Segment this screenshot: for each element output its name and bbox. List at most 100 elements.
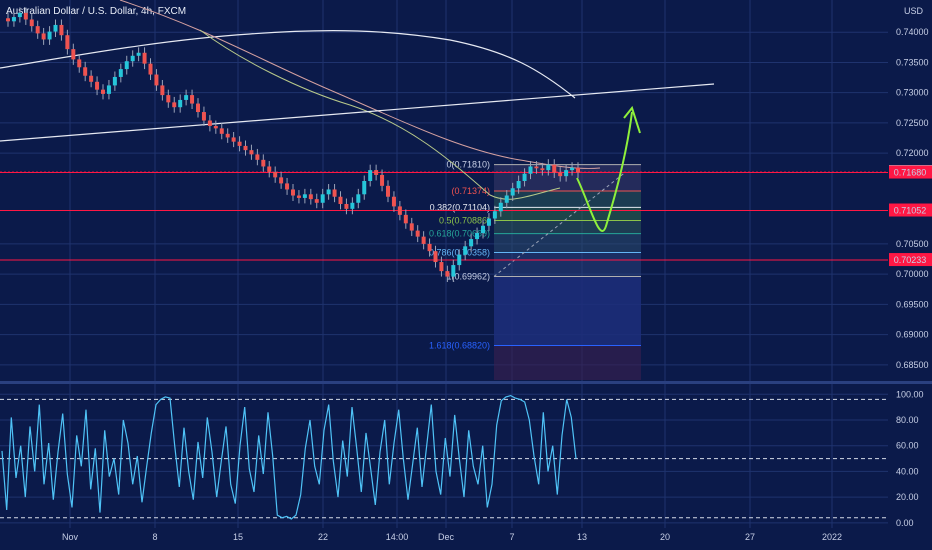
candle-body[interactable] xyxy=(350,202,355,209)
candle-body[interactable] xyxy=(421,236,426,244)
candle-body[interactable] xyxy=(23,12,28,20)
candle-body[interactable] xyxy=(207,120,212,126)
candle-body[interactable] xyxy=(41,33,46,40)
candle-body[interactable] xyxy=(148,63,153,75)
candle-body[interactable] xyxy=(403,214,408,224)
candle-body[interactable] xyxy=(95,81,100,90)
candle-body[interactable] xyxy=(267,166,272,172)
candle-body[interactable] xyxy=(344,203,349,209)
candle-body[interactable] xyxy=(178,99,183,108)
candle-body[interactable] xyxy=(522,173,527,181)
candle-body[interactable] xyxy=(35,26,40,34)
candle-body[interactable] xyxy=(332,189,337,197)
candle-body[interactable] xyxy=(6,18,10,22)
candle-body[interactable] xyxy=(338,196,343,204)
candle-body[interactable] xyxy=(415,230,420,237)
candle-body[interactable] xyxy=(77,59,82,68)
candle-body[interactable] xyxy=(498,202,503,212)
candle-body[interactable] xyxy=(308,194,313,200)
candle-body[interactable] xyxy=(320,194,325,203)
candle-body[interactable] xyxy=(362,180,367,195)
candle-body[interactable] xyxy=(231,137,236,142)
candle-body[interactable] xyxy=(326,189,331,195)
candle-body[interactable] xyxy=(397,206,402,215)
candle-body[interactable] xyxy=(510,188,515,196)
candle-body[interactable] xyxy=(136,52,141,56)
candle-body[interactable] xyxy=(196,103,200,113)
candle-body[interactable] xyxy=(225,133,230,138)
candle-body[interactable] xyxy=(130,55,135,62)
candle-body[interactable] xyxy=(528,166,533,174)
candle-body[interactable] xyxy=(184,95,189,100)
candle-body[interactable] xyxy=(546,164,551,171)
candle-body[interactable] xyxy=(273,171,278,178)
fibonacci-retracement[interactable]: 0(0.71810) (0.71374) 0.382(0.71104) 0.5(0.7… xyxy=(429,160,641,380)
candle-body[interactable] xyxy=(261,159,266,167)
candle-body[interactable] xyxy=(160,85,165,96)
candle-body[interactable] xyxy=(124,61,129,70)
candle-body[interactable] xyxy=(71,49,76,60)
candle-body[interactable] xyxy=(504,195,509,203)
candle-body[interactable] xyxy=(380,174,385,186)
trendline[interactable] xyxy=(0,83,715,142)
candle-body[interactable] xyxy=(469,239,474,247)
candle-body[interactable] xyxy=(237,141,242,146)
candle-body[interactable] xyxy=(11,17,16,22)
candle-body[interactable] xyxy=(516,180,521,189)
candle-body[interactable] xyxy=(534,166,539,169)
candle-body[interactable] xyxy=(65,35,70,50)
candle-body[interactable] xyxy=(243,145,248,151)
candle-body[interactable] xyxy=(118,69,123,77)
candle-body[interactable] xyxy=(59,24,64,36)
candle-body[interactable] xyxy=(391,196,396,207)
candle-body[interactable] xyxy=(285,183,290,190)
candle-body[interactable] xyxy=(172,102,177,108)
candle-body[interactable] xyxy=(296,195,301,198)
candle-body[interactable] xyxy=(439,262,444,272)
candle-body[interactable] xyxy=(570,167,575,171)
candle-body[interactable] xyxy=(279,177,284,184)
candle-body[interactable] xyxy=(255,154,260,160)
candle-body[interactable] xyxy=(112,76,117,86)
candle-body[interactable] xyxy=(552,164,557,173)
candle-body[interactable] xyxy=(154,74,159,86)
candle-body[interactable] xyxy=(47,31,52,40)
candle-body[interactable] xyxy=(219,128,224,134)
candle-body[interactable] xyxy=(540,168,545,171)
candle-body[interactable] xyxy=(101,89,105,94)
candle-body[interactable] xyxy=(190,95,195,104)
candle-body[interactable] xyxy=(492,211,497,219)
candle-body[interactable] xyxy=(17,12,22,18)
candle-body[interactable] xyxy=(89,75,94,82)
projection-curve[interactable] xyxy=(576,111,633,232)
candle-body[interactable] xyxy=(576,167,580,173)
candle-body[interactable] xyxy=(302,194,307,198)
candle-body[interactable] xyxy=(83,67,88,76)
candle-body[interactable] xyxy=(166,95,171,103)
candle-body[interactable] xyxy=(314,199,319,203)
candle-body[interactable] xyxy=(142,52,147,64)
candle-body[interactable] xyxy=(457,254,462,266)
candle-body[interactable] xyxy=(29,19,34,27)
candle-body[interactable] xyxy=(433,251,438,263)
candle-body[interactable] xyxy=(356,194,361,203)
candle-body[interactable] xyxy=(374,170,379,175)
candle-body[interactable] xyxy=(106,85,111,94)
candle-body[interactable] xyxy=(445,271,450,277)
candle-body[interactable] xyxy=(475,233,480,240)
candle-body[interactable] xyxy=(481,225,485,234)
candle-body[interactable] xyxy=(463,246,468,255)
candle-body[interactable] xyxy=(564,170,569,177)
candle-body[interactable] xyxy=(486,218,491,226)
candle-body[interactable] xyxy=(451,265,456,277)
candle-body[interactable] xyxy=(427,243,432,252)
candle-body[interactable] xyxy=(386,185,390,197)
candle-body[interactable] xyxy=(53,24,58,32)
candle-body[interactable] xyxy=(409,223,414,231)
candle-body[interactable] xyxy=(201,112,206,121)
candle-body[interactable] xyxy=(291,189,295,196)
candle-body[interactable] xyxy=(558,172,563,177)
candle-body[interactable] xyxy=(368,170,373,181)
candle-body[interactable] xyxy=(249,150,254,155)
